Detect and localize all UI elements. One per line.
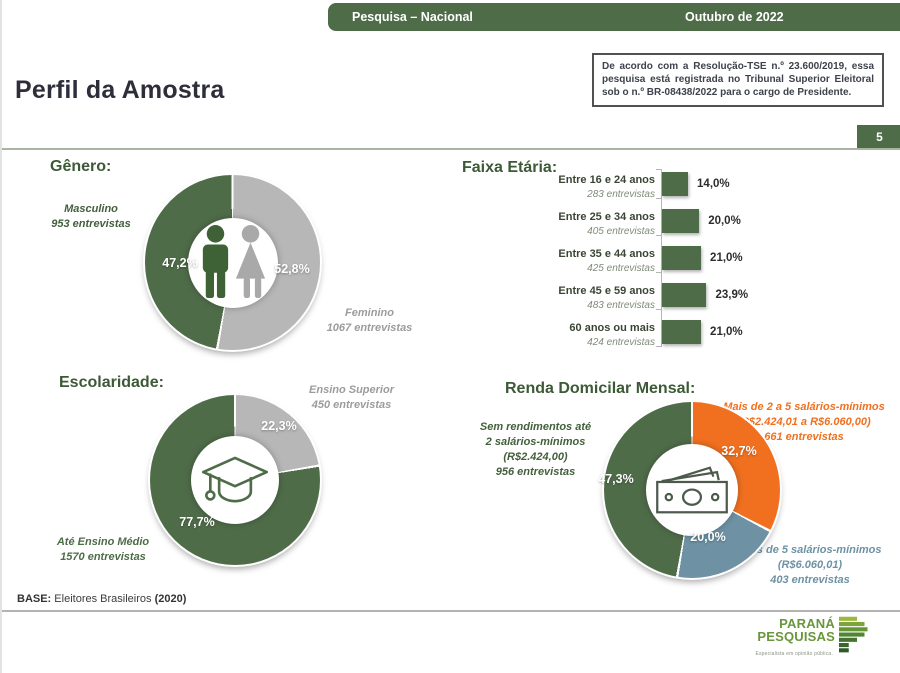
age-axis-tick	[656, 235, 661, 236]
age-axis-tick	[656, 169, 661, 170]
age-bar-value: 21,0%	[710, 326, 743, 338]
base-text: Eleitores Brasileiros	[54, 593, 152, 605]
age-axis-tick	[656, 346, 661, 347]
graduation-cap-icon	[201, 456, 269, 503]
age-row-label: Entre 16 e 24 anos	[558, 174, 655, 186]
age-bar	[662, 283, 707, 307]
education-donut-center	[191, 436, 279, 524]
age-row-label: Entre 35 e 44 anos	[558, 248, 655, 260]
age-row-60-mais: 60 anos ou mais 424 entrevistas 21,0%	[452, 318, 892, 355]
age-axis-tick	[656, 198, 661, 199]
age-row-16-24: Entre 16 e 24 anos 283 entrevistas 14,0%	[452, 170, 892, 207]
male-pct-label: 47,2%	[162, 256, 198, 270]
age-bar-value: 21,0%	[710, 252, 743, 264]
renda-heading: Renda Domicilar Mensal:	[505, 380, 696, 397]
faixa-etaria-heading: Faixa Etária:	[462, 159, 558, 176]
age-row-label: Entre 25 e 34 anos	[558, 211, 655, 223]
logo-p-mark-icon	[839, 616, 868, 653]
tse-registration-note: De acordo com a Resolução-TSE n.º 23.600…	[592, 53, 884, 107]
sem-rendimentos-pct-label: 47,3%	[598, 472, 634, 486]
bottom-divider	[2, 610, 900, 612]
logo-tagline: Especialista em opinião pública.	[755, 651, 833, 657]
page-title: Perfil da Amostra	[15, 76, 225, 104]
masculino-label: Masculino 953 entrevistas	[51, 203, 131, 230]
age-row-sublabel: 283 entrevistas	[587, 189, 655, 201]
income-donut-chart: 32,7% 20,0% 47,3%	[598, 402, 780, 578]
survey-date-label: Outubro de 2022	[685, 10, 784, 24]
feminino-label: Feminino 1067 entrevistas	[326, 307, 413, 334]
education-donut-chart: 22,3% 77,7%	[150, 395, 320, 565]
age-axis-tick	[656, 272, 661, 273]
age-row-35-44: Entre 35 e 44 anos 425 entrevistas 21,0%	[452, 244, 892, 281]
age-row-sublabel: 425 entrevistas	[587, 263, 655, 275]
female-pct-label: 52,8%	[274, 262, 310, 276]
base-note: BASE: Eleitores Brasileiros (2020)	[17, 593, 186, 605]
mais-de-5-pct-label: 20,0%	[690, 530, 726, 544]
parana-pesquisas-logo: PARANÁ PESQUISAS Especialista em opinião…	[747, 612, 877, 670]
banknote-icon	[656, 466, 728, 514]
top-divider	[2, 148, 900, 150]
sem-rendimentos-label: Sem rendimentos até 2 salários-mínimos (…	[479, 421, 592, 478]
survey-scope-label: Pesquisa – Nacional	[352, 10, 473, 24]
mais-2-a-5-salarios-label: Mais de 2 a 5 salários-mínimos (R$2.424,…	[723, 401, 885, 443]
age-bar-value: 20,0%	[708, 215, 741, 227]
ate-ensino-medio-label: Até Ensino Médio 1570 entrevistas	[56, 536, 150, 563]
male-female-icon	[202, 224, 265, 298]
age-bar	[662, 209, 700, 233]
age-row-label: 60 anos ou mais	[569, 322, 655, 334]
logo-name-line2: PESQUISAS	[757, 628, 835, 644]
ensino-superior-label: Ensino Superior 450 entrevistas	[309, 384, 394, 411]
age-bar	[662, 246, 702, 270]
income-donut-center	[646, 444, 738, 536]
age-bar-value: 23,9%	[715, 289, 749, 301]
age-row-45-59: Entre 45 e 59 anos 483 entrevistas 23,9%	[452, 281, 892, 318]
age-bar	[662, 320, 702, 344]
age-bar	[662, 172, 689, 196]
base-label: BASE:	[17, 593, 52, 605]
age-row-label: Entre 45 e 59 anos	[558, 285, 655, 297]
logo-name-line1: PARANÁ	[779, 616, 835, 631]
age-chart-axis	[661, 169, 662, 347]
age-axis-tick	[656, 309, 661, 310]
gender-donut-center	[187, 217, 278, 308]
age-row-sublabel: 424 entrevistas	[587, 337, 655, 349]
age-row-25-34: Entre 25 e 34 anos 405 entrevistas 20,0%	[452, 207, 892, 244]
age-row-sublabel: 483 entrevistas	[587, 300, 655, 312]
escolaridade-heading: Escolaridade:	[59, 374, 164, 391]
age-bar-value: 14,0%	[697, 178, 730, 190]
genero-heading: Gênero:	[50, 158, 112, 175]
mais-2-a-5-pct-label: 32,7%	[721, 444, 757, 458]
age-row-sublabel: 405 entrevistas	[587, 226, 655, 238]
base-year: (2020)	[154, 593, 187, 605]
ate-ensino-medio-pct-label: 77,7%	[179, 515, 215, 529]
page-number-badge: 5	[857, 125, 900, 148]
ensino-superior-pct-label: 22,3%	[261, 419, 297, 433]
gender-donut-chart: 47,2% 52,8%	[145, 175, 320, 350]
top-bar: Pesquisa – Nacional Outubro de 2022	[328, 3, 900, 31]
